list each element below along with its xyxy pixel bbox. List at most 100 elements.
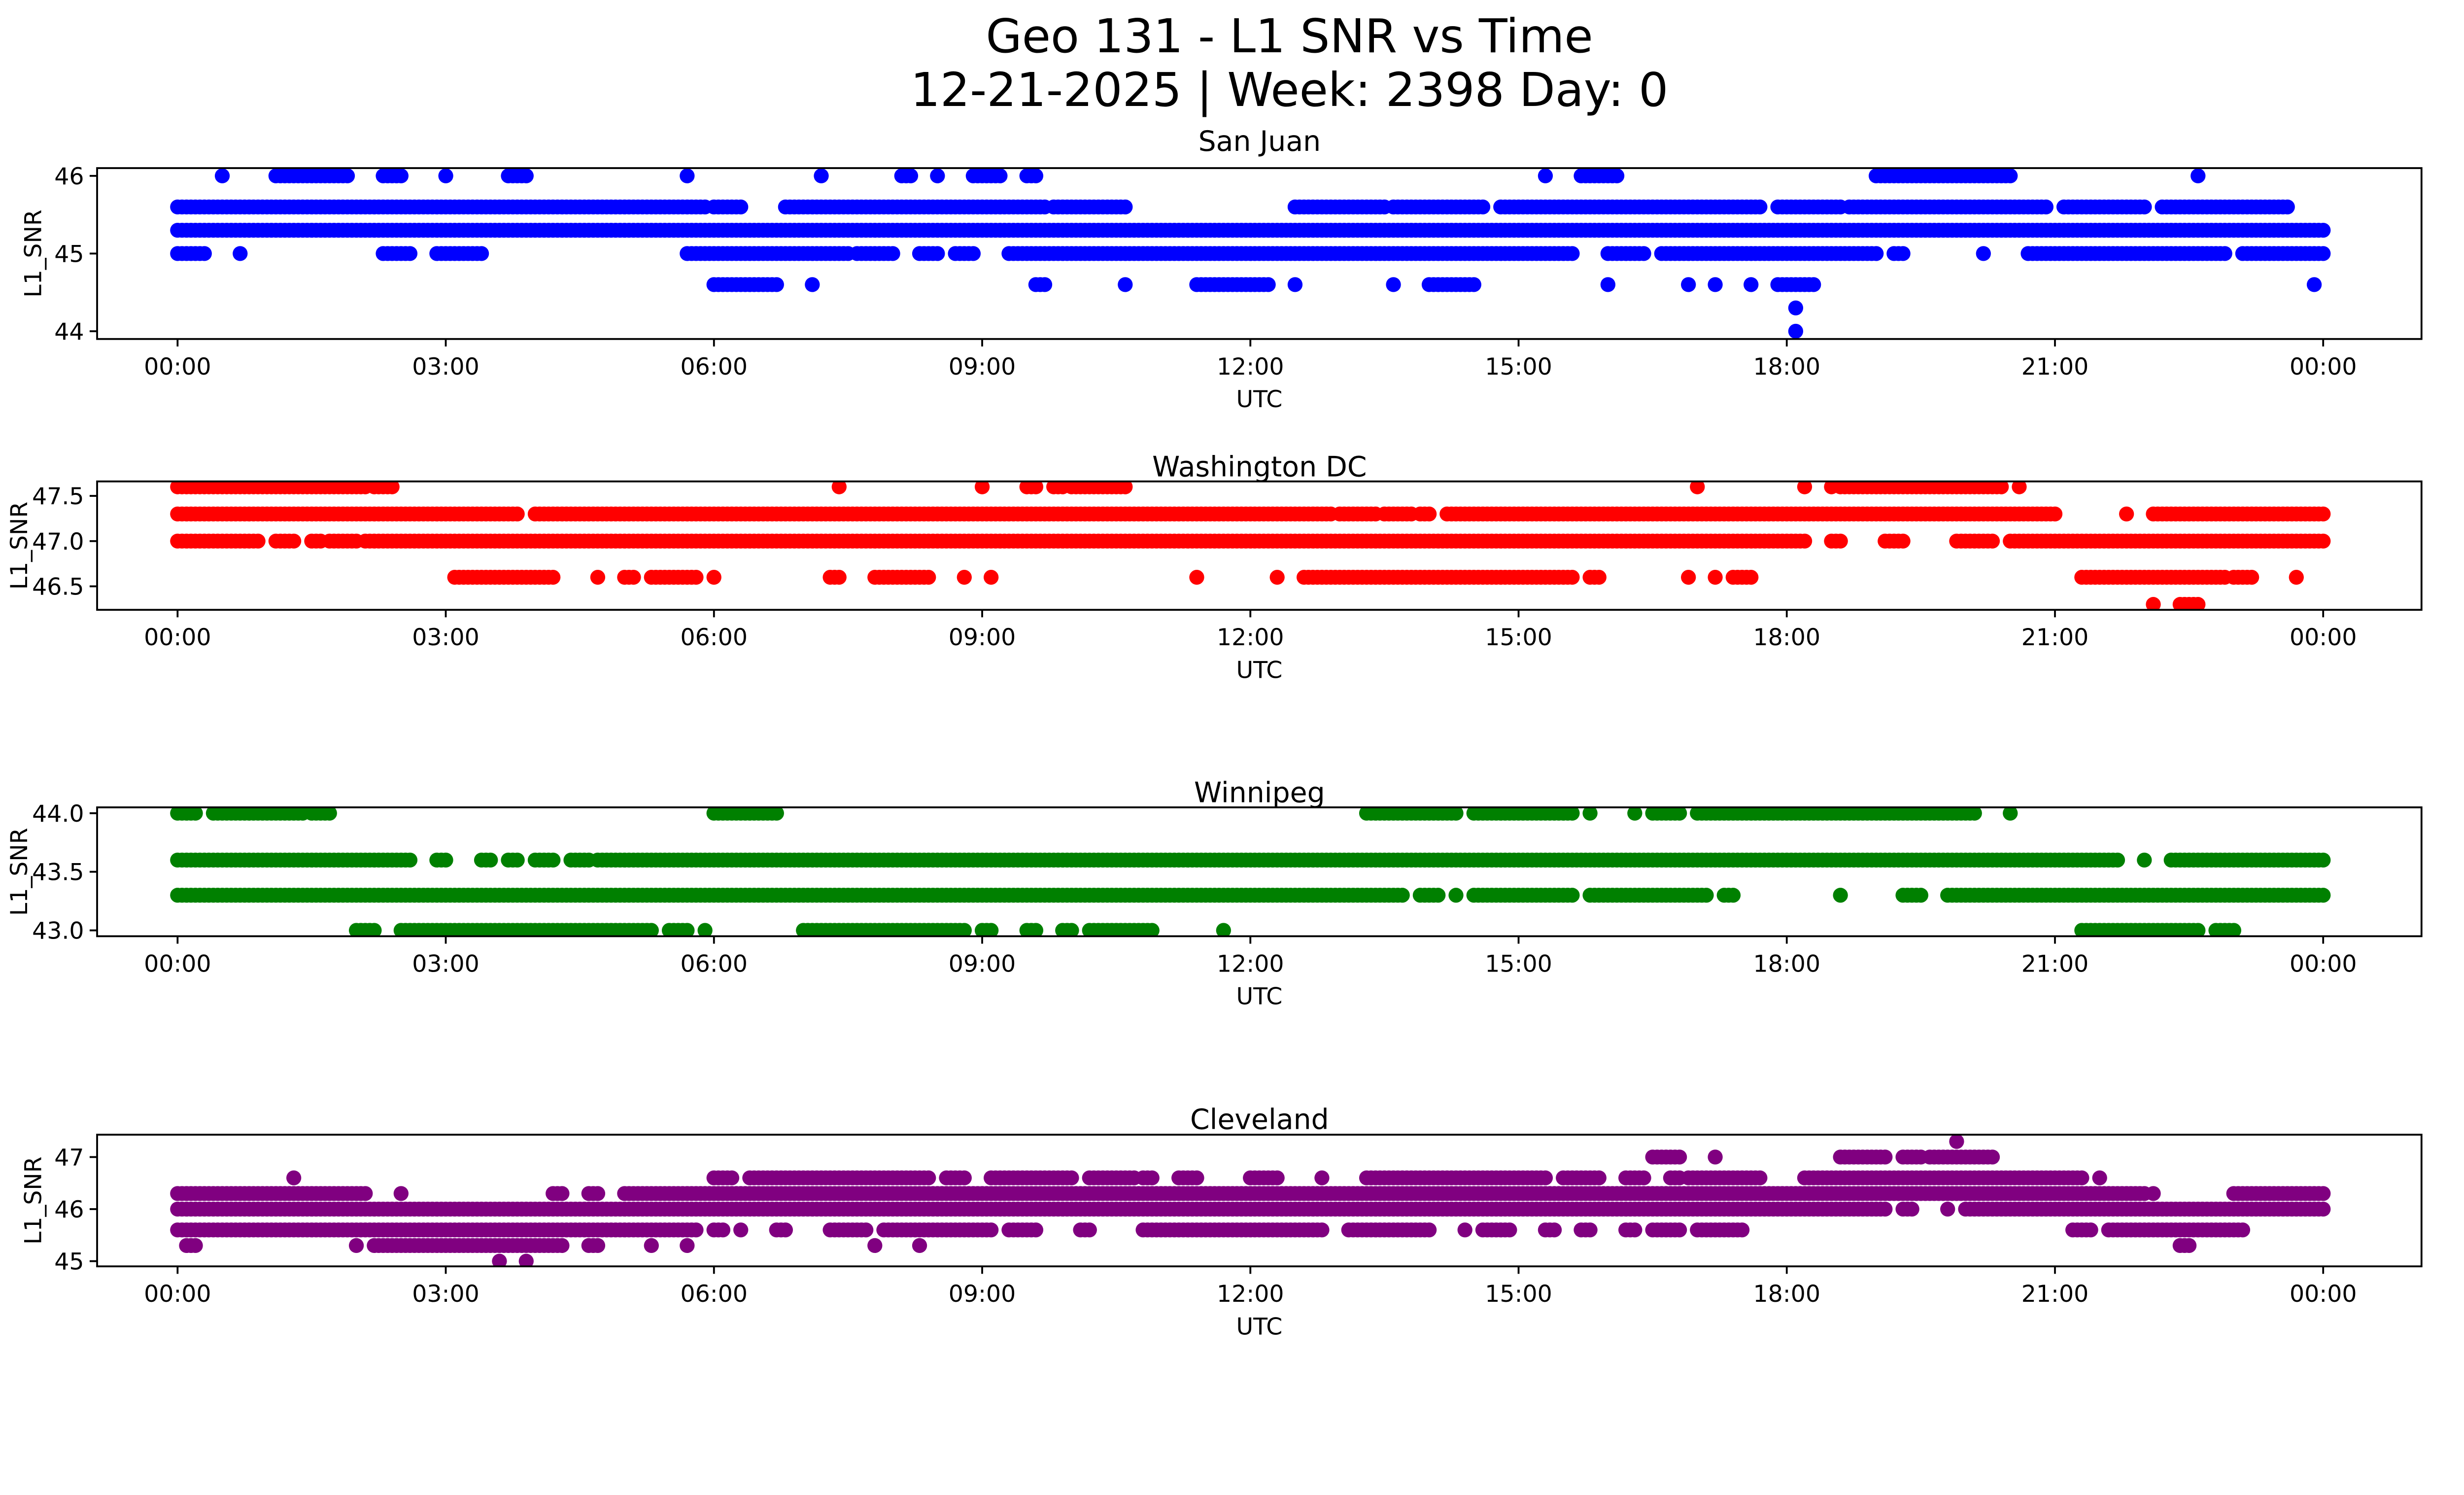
x-tick-label: 03:00	[412, 624, 479, 651]
data-point	[2217, 246, 2232, 261]
data-point	[2316, 222, 2331, 238]
data-point	[1466, 277, 1481, 292]
data-point	[1538, 168, 1553, 183]
x-tick-label: 06:00	[681, 950, 748, 977]
data-point	[384, 481, 400, 494]
data-point	[1895, 246, 1911, 261]
data-point	[1672, 1149, 1687, 1165]
data-point	[965, 246, 981, 261]
data-point	[2137, 852, 2152, 868]
data-point	[733, 199, 749, 215]
data-point	[1261, 277, 1276, 292]
scatter-points	[170, 481, 2331, 610]
snr-level-46-6	[447, 570, 2304, 585]
x-tick-label: 00:00	[2290, 624, 2357, 651]
x-tick-label: 15:00	[1485, 353, 1552, 381]
data-point	[1985, 533, 2000, 549]
data-point	[1591, 1170, 1607, 1185]
scatter-points	[170, 168, 2331, 339]
data-point	[688, 570, 704, 585]
snr-level-46-3	[2146, 597, 2206, 610]
snr-level-43-6	[170, 852, 2331, 868]
data-point	[188, 807, 203, 821]
data-point	[1636, 1170, 1651, 1185]
y-axis-label: L1_SNR	[6, 502, 33, 590]
data-point	[2137, 199, 2152, 215]
y-tick-label: 45	[54, 241, 84, 268]
x-tick-label: 00:00	[144, 624, 211, 651]
data-point	[1582, 807, 1598, 821]
snr-level-46-3	[170, 1186, 2331, 1201]
data-point	[1189, 570, 1204, 585]
x-tick-label: 18:00	[1753, 950, 1820, 977]
data-point	[367, 923, 382, 937]
data-point	[1269, 1170, 1285, 1185]
data-point	[1940, 1201, 1955, 1217]
data-point	[1967, 807, 1982, 821]
x-tick-label: 00:00	[144, 353, 211, 381]
y-tick-label: 43.5	[32, 859, 84, 886]
data-point	[2280, 199, 2295, 215]
x-axis-label: UTC	[1236, 983, 1282, 1010]
data-point	[1895, 533, 1911, 549]
data-point	[1538, 1170, 1553, 1185]
x-tick-label: 21:00	[2021, 353, 2088, 381]
data-point	[921, 570, 936, 585]
data-point	[1806, 277, 1821, 292]
data-point	[1833, 533, 1848, 549]
snr-level-45	[170, 246, 2331, 261]
data-point	[2226, 923, 2242, 937]
data-point	[769, 277, 784, 292]
data-point	[1064, 1170, 1079, 1185]
snr-level-47-3	[1949, 1134, 1964, 1149]
data-point	[2244, 570, 2259, 585]
y-tick-label: 44.0	[32, 800, 84, 828]
figure: Geo 131 - L1 SNR vs Time 12-21-2025 | We…	[5, 9, 2423, 1341]
data-point	[1744, 277, 1759, 292]
data-point	[546, 852, 561, 868]
x-tick-label: 12:00	[1217, 624, 1284, 651]
data-point	[1878, 1201, 1893, 1217]
x-tick-label: 00:00	[2290, 353, 2357, 381]
data-point	[286, 533, 302, 549]
x-tick-label: 06:00	[681, 624, 748, 651]
snr-level-46	[214, 168, 2206, 183]
data-point	[286, 1170, 302, 1185]
data-point	[1752, 199, 1768, 215]
data-point	[1144, 923, 1160, 937]
x-tick-label: 09:00	[949, 950, 1016, 977]
y-tick-label: 47.0	[32, 528, 84, 556]
data-point	[2047, 506, 2063, 522]
data-point	[1725, 888, 1741, 903]
data-point	[2074, 1170, 2089, 1185]
subplot-cleveland: Cleveland 00:00 03:00 06:00 09:00 12:00 15:00…	[20, 1104, 2423, 1340]
x-axis-ticks: 00:00 03:00 06:00 09:00 12:00 15:00 18:00 21:00…	[144, 936, 2357, 977]
data-point	[680, 923, 695, 937]
data-point	[510, 852, 525, 868]
data-point	[2316, 888, 2331, 903]
data-point	[393, 1186, 409, 1201]
data-point	[1037, 277, 1053, 292]
data-point	[1690, 481, 1705, 494]
data-point	[393, 168, 409, 183]
data-point	[2146, 1186, 2161, 1201]
data-point	[769, 807, 784, 821]
data-point	[1431, 888, 1446, 903]
data-point	[1421, 506, 1437, 522]
data-point	[957, 570, 972, 585]
data-point	[2289, 570, 2304, 585]
data-point	[2038, 199, 2053, 215]
x-axis-label: UTC	[1236, 657, 1282, 684]
data-point	[1788, 323, 1804, 339]
data-point	[1269, 570, 1285, 585]
data-point	[1028, 168, 1044, 183]
snr-level-44	[1788, 323, 1804, 339]
data-point	[680, 168, 695, 183]
x-tick-label: 00:00	[2290, 950, 2357, 977]
data-point	[1672, 807, 1687, 821]
data-point	[1565, 807, 1580, 821]
y-axis-ticks: 43.043.544.0	[32, 800, 98, 945]
figure-title-line2: 12-21-2025 | Week: 2398 Day: 0	[911, 63, 1669, 117]
data-point	[1833, 888, 1848, 903]
